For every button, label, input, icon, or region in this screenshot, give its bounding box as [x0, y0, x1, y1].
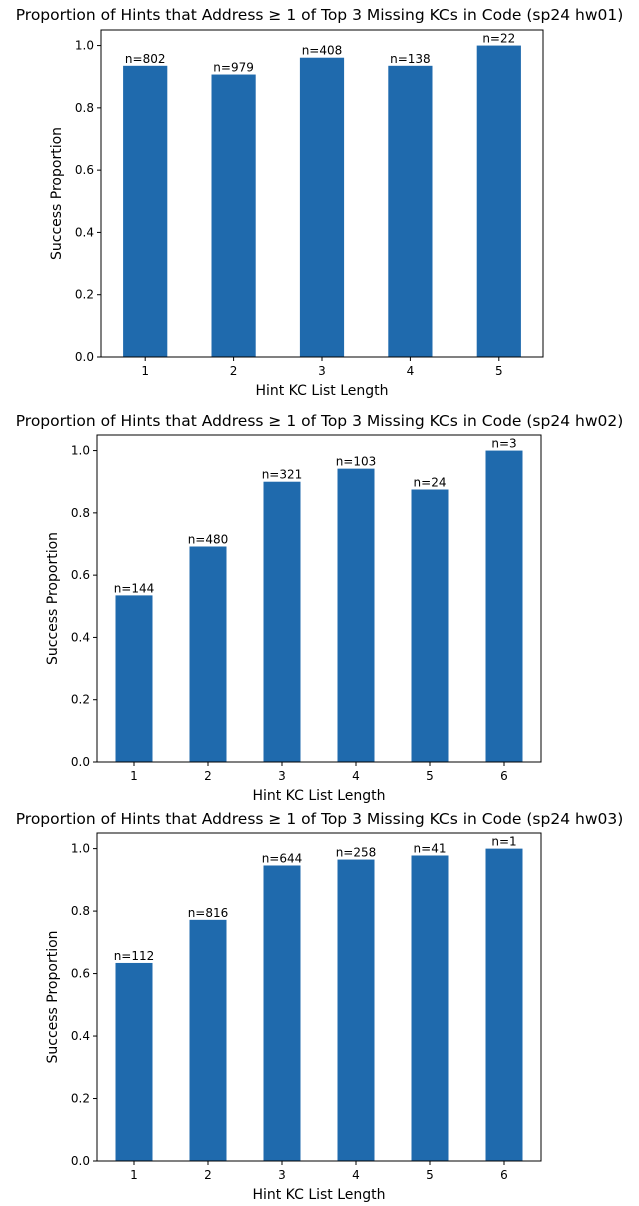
bar [263, 481, 301, 762]
bar [476, 45, 521, 357]
x-tick-label: 2 [204, 769, 212, 783]
bar-label: n=1 [491, 835, 516, 849]
y-tick-label: 0.0 [71, 755, 90, 769]
x-tick-label: 6 [500, 769, 508, 783]
x-tick-label: 5 [495, 364, 503, 378]
y-tick-label: 1.0 [71, 842, 90, 856]
chart-title: Proportion of Hints that Address ≥ 1 of … [16, 6, 624, 24]
bar [115, 595, 153, 762]
bar [115, 962, 153, 1161]
bar-label: n=3 [491, 437, 516, 451]
bar [123, 65, 168, 358]
x-axis-label: Hint KC List Length [252, 788, 385, 804]
bar-label: n=103 [336, 455, 377, 469]
bar-label: n=144 [114, 581, 155, 595]
bar [485, 450, 523, 762]
x-tick-label: 4 [407, 364, 415, 378]
chart-2: Proportion of Hints that Address ≥ 1 of … [16, 412, 624, 804]
bar-label: n=24 [414, 476, 447, 490]
x-tick-label: 6 [500, 1168, 508, 1182]
y-tick-label: 0.4 [71, 630, 90, 644]
y-tick-label: 1.0 [75, 39, 94, 53]
bar [189, 546, 227, 762]
x-tick-label: 4 [352, 769, 360, 783]
y-tick-label: 0.2 [71, 1092, 90, 1106]
y-axis-label: Success Proportion [45, 532, 61, 665]
y-tick-label: 0.2 [75, 288, 94, 302]
x-tick-label: 3 [278, 1168, 286, 1182]
bar-label: n=644 [262, 851, 303, 865]
chart-3: Proportion of Hints that Address ≥ 1 of … [16, 810, 624, 1203]
bar [189, 919, 227, 1161]
y-tick-label: 0.6 [75, 163, 94, 177]
bar-label: n=22 [482, 32, 515, 46]
y-tick-label: 0.4 [71, 1029, 90, 1043]
bar [411, 855, 449, 1161]
x-axis-label: Hint KC List Length [252, 1187, 385, 1203]
x-axis-label: Hint KC List Length [255, 383, 388, 399]
x-tick-label: 1 [130, 1168, 138, 1182]
bar [337, 859, 375, 1161]
y-tick-label: 0.8 [71, 506, 90, 520]
y-tick-label: 0.0 [75, 350, 94, 364]
y-tick-label: 0.8 [71, 904, 90, 918]
bar-label: n=112 [114, 949, 155, 963]
bar-label: n=979 [213, 61, 254, 75]
x-tick-label: 4 [352, 1168, 360, 1182]
x-tick-label: 5 [426, 769, 434, 783]
bar [485, 848, 523, 1161]
bar-label: n=480 [188, 532, 229, 546]
bar-label: n=138 [390, 52, 431, 66]
x-tick-label: 2 [230, 364, 238, 378]
x-tick-label: 1 [130, 769, 138, 783]
plot-frame [100, 29, 544, 358]
bar [388, 65, 433, 358]
bar-label: n=408 [302, 44, 343, 58]
y-axis-label: Success Proportion [49, 127, 65, 260]
y-tick-label: 0.8 [75, 101, 94, 115]
x-tick-label: 2 [204, 1168, 212, 1182]
y-tick-label: 0.0 [71, 1154, 90, 1168]
bar-label: n=258 [336, 846, 377, 860]
bar-label: n=802 [125, 52, 166, 66]
bar [263, 865, 301, 1161]
chart-title: Proportion of Hints that Address ≥ 1 of … [16, 810, 624, 828]
bar-label: n=816 [188, 906, 229, 920]
plot-frame [96, 434, 542, 763]
bar-label: n=321 [262, 468, 303, 482]
x-tick-label: 5 [426, 1168, 434, 1182]
y-tick-label: 0.6 [71, 568, 90, 582]
x-tick-label: 3 [318, 364, 326, 378]
bar [211, 74, 256, 357]
bar [299, 57, 345, 358]
y-axis-label: Success Proportion [45, 930, 61, 1063]
y-tick-label: 0.4 [75, 225, 94, 239]
y-tick-label: 0.6 [71, 967, 90, 981]
bar [411, 489, 449, 762]
y-tick-label: 0.2 [71, 693, 90, 707]
y-tick-label: 1.0 [71, 444, 90, 458]
plot-frame [96, 832, 542, 1162]
chart-title: Proportion of Hints that Address ≥ 1 of … [16, 412, 624, 430]
chart-1: Proportion of Hints that Address ≥ 1 of … [16, 6, 624, 399]
bar-label: n=41 [414, 841, 447, 855]
x-tick-label: 3 [278, 769, 286, 783]
x-tick-label: 1 [141, 364, 149, 378]
bar [337, 468, 375, 762]
